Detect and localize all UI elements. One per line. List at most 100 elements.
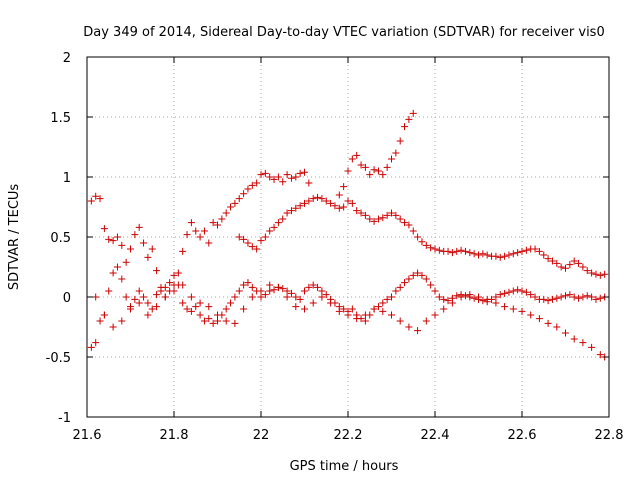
data-point	[435, 246, 443, 254]
x-tick-label: 22	[253, 428, 270, 443]
data-point	[388, 209, 395, 217]
data-point	[479, 250, 487, 258]
data-point	[127, 245, 134, 253]
data-point	[388, 293, 395, 301]
data-points	[87, 109, 609, 361]
data-point	[261, 291, 269, 299]
data-point	[287, 289, 295, 297]
data-point	[444, 247, 452, 255]
data-point	[301, 199, 308, 207]
data-point	[514, 249, 522, 257]
data-point	[340, 183, 348, 191]
data-point	[335, 204, 343, 212]
data-point	[174, 269, 182, 277]
data-point	[113, 233, 121, 241]
data-point	[596, 351, 604, 359]
data-point	[196, 311, 204, 319]
data-point	[388, 311, 395, 319]
data-point	[505, 288, 513, 296]
data-point	[305, 197, 313, 205]
data-point	[218, 215, 226, 223]
data-point	[370, 166, 378, 174]
data-point	[340, 305, 348, 313]
data-point	[518, 287, 526, 295]
data-point	[109, 269, 117, 277]
data-point	[544, 297, 552, 305]
data-point	[540, 251, 548, 259]
data-point	[144, 311, 152, 319]
data-point	[274, 219, 282, 227]
data-point	[240, 305, 248, 313]
data-point	[414, 233, 422, 241]
data-point	[348, 199, 356, 207]
data-point	[553, 259, 561, 267]
data-point	[261, 233, 269, 241]
data-point	[231, 293, 239, 301]
data-point	[187, 307, 195, 315]
data-point	[535, 247, 543, 255]
data-point	[422, 317, 430, 325]
data-point	[140, 239, 148, 247]
data-point	[357, 161, 365, 169]
data-point	[353, 207, 361, 215]
data-point	[361, 163, 369, 171]
data-point	[170, 271, 178, 279]
data-point	[527, 311, 535, 319]
data-point	[509, 250, 517, 258]
data-point	[527, 291, 535, 299]
data-point	[266, 227, 274, 235]
data-point	[409, 271, 417, 279]
data-point	[448, 249, 456, 257]
data-point	[414, 327, 422, 335]
data-point	[531, 245, 539, 253]
y-tick-label: 0.5	[50, 231, 71, 246]
data-point	[283, 209, 291, 217]
data-point	[92, 339, 100, 347]
data-point	[396, 317, 404, 325]
data-point	[209, 319, 217, 327]
data-point	[427, 244, 435, 252]
data-point	[475, 293, 482, 301]
data-point	[253, 245, 261, 253]
data-point	[331, 202, 339, 210]
data-point	[309, 281, 317, 289]
data-point	[279, 215, 287, 223]
data-point	[596, 271, 604, 279]
data-point	[292, 204, 300, 212]
data-point	[370, 305, 378, 313]
y-axis-label: SDTVAR / TECUs	[7, 184, 22, 291]
data-point	[318, 195, 326, 203]
data-point	[253, 179, 261, 187]
data-point	[248, 283, 256, 291]
data-point	[461, 292, 469, 300]
data-point	[479, 297, 487, 305]
data-point	[305, 179, 313, 187]
data-point	[405, 221, 413, 229]
data-point	[314, 283, 322, 291]
data-point	[444, 297, 452, 305]
data-point	[418, 238, 426, 246]
data-point	[492, 252, 500, 260]
data-point	[235, 233, 243, 241]
data-point	[544, 255, 552, 263]
data-point	[414, 269, 422, 277]
data-point	[405, 323, 413, 331]
data-point	[257, 287, 265, 295]
data-point	[192, 227, 200, 235]
data-point	[118, 241, 126, 249]
data-point	[327, 299, 335, 307]
data-point	[583, 292, 591, 300]
data-point	[431, 245, 439, 253]
data-point	[562, 264, 569, 272]
data-point	[496, 291, 504, 299]
data-point	[570, 335, 578, 343]
data-point	[240, 281, 248, 289]
data-point	[161, 283, 169, 291]
data-point	[135, 299, 143, 307]
data-point	[518, 247, 526, 255]
data-point	[470, 294, 478, 302]
data-point	[187, 219, 195, 227]
data-point	[540, 295, 548, 303]
data-point	[501, 289, 509, 297]
